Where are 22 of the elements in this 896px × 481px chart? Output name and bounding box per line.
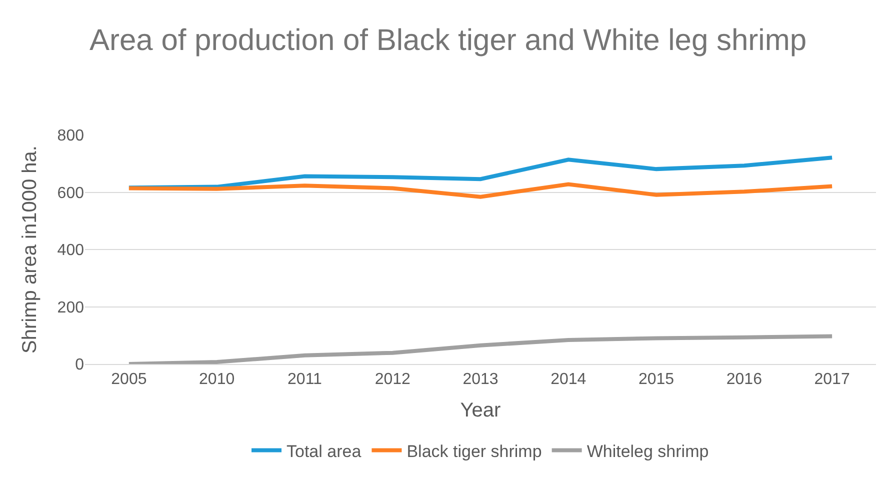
- x-tick-label: 2011: [288, 371, 322, 388]
- x-tick-label: 2010: [199, 371, 235, 388]
- x-tick-label: 2015: [638, 371, 674, 388]
- x-tick-label: 2016: [726, 371, 762, 388]
- y-tick-label: 800: [57, 128, 84, 145]
- x-tick-label: 2013: [462, 371, 498, 388]
- line-series: [126, 182, 834, 199]
- x-tick-label: 2012: [374, 371, 411, 388]
- x-tick-label: 2017: [814, 371, 850, 388]
- y-tick-label: 0: [75, 356, 84, 374]
- y-tick-label: 200: [57, 299, 84, 316]
- y-axis-title: Shrimp area in1000 ha.: [18, 146, 41, 354]
- line-series: [126, 334, 834, 364]
- x-tick-label: 2005: [111, 371, 147, 388]
- y-tick-label: 400: [57, 242, 84, 260]
- x-tick-label: 2014: [550, 371, 586, 388]
- legend-label: Black tiger shrimp: [406, 442, 542, 461]
- y-tick-label: 600: [57, 184, 84, 202]
- chart-title: Area of production of Black tiger and White leg shrimp: [89, 24, 807, 57]
- legend-label: Whiteleg shrimp: [586, 442, 709, 461]
- legend-label: Total area: [286, 442, 362, 461]
- x-axis-title: Year: [460, 400, 502, 422]
